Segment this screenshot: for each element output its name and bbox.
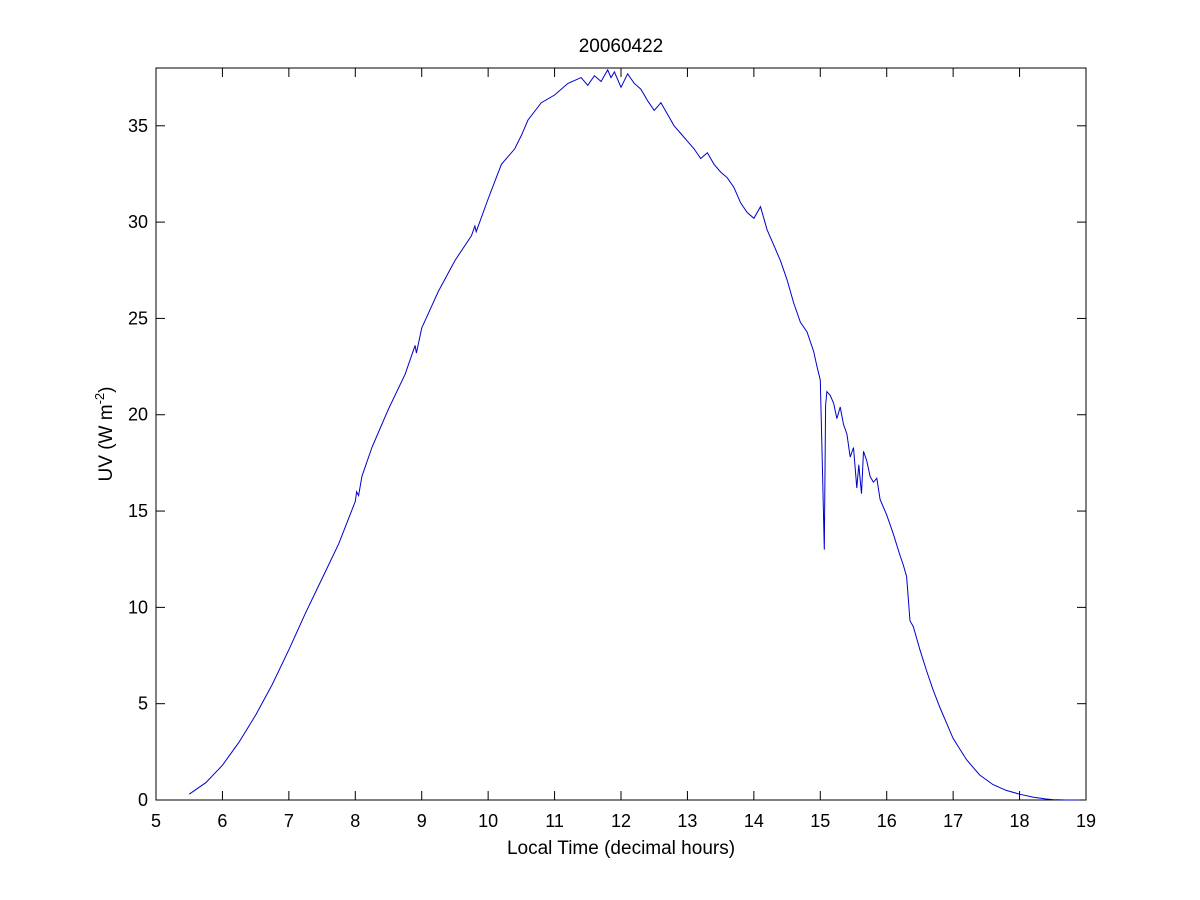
y-axis-label-exponent: -2 — [92, 393, 107, 405]
x-tick-label: 12 — [611, 811, 631, 831]
x-tick-label: 15 — [810, 811, 830, 831]
y-axis-ticks: 0 5 10 15 20 25 30 35 — [128, 116, 1086, 810]
y-tick-label: 25 — [128, 308, 148, 328]
x-tick-label: 11 — [545, 811, 564, 831]
x-tick-label: 9 — [417, 811, 427, 831]
x-tick-label: 13 — [677, 811, 697, 831]
x-tick-label: 7 — [284, 811, 294, 831]
x-tick-label: 10 — [478, 811, 498, 831]
x-axis-ticks: 5 6 7 8 9 10 11 12 13 14 15 16 17 18 19 — [151, 68, 1096, 831]
y-tick-label: 30 — [128, 212, 148, 232]
y-axis-label-main: UV (W m — [96, 404, 117, 481]
x-tick-label: 5 — [151, 811, 161, 831]
x-axis-label: Local Time (decimal hours) — [507, 838, 735, 859]
x-tick-label: 8 — [350, 811, 360, 831]
y-tick-label: 5 — [138, 694, 148, 714]
chart-title: 20060422 — [579, 36, 664, 57]
x-tick-label: 6 — [217, 811, 227, 831]
y-tick-label: 15 — [128, 501, 148, 521]
x-tick-label: 17 — [943, 811, 963, 831]
y-tick-label: 0 — [138, 790, 148, 810]
y-tick-label: 20 — [128, 405, 148, 425]
y-tick-label: 35 — [128, 116, 148, 136]
y-tick-label: 10 — [128, 597, 148, 617]
uv-series-line — [188, 68, 1080, 801]
y-axis-label-close: ) — [96, 387, 117, 393]
x-tick-label: 14 — [744, 811, 764, 831]
x-tick-label: 16 — [877, 811, 897, 831]
x-tick-label: 18 — [1010, 811, 1030, 831]
y-axis-label: UV (W m-2) — [92, 387, 117, 482]
plot-area-frame — [155, 67, 1087, 801]
x-tick-label: 19 — [1076, 811, 1096, 831]
